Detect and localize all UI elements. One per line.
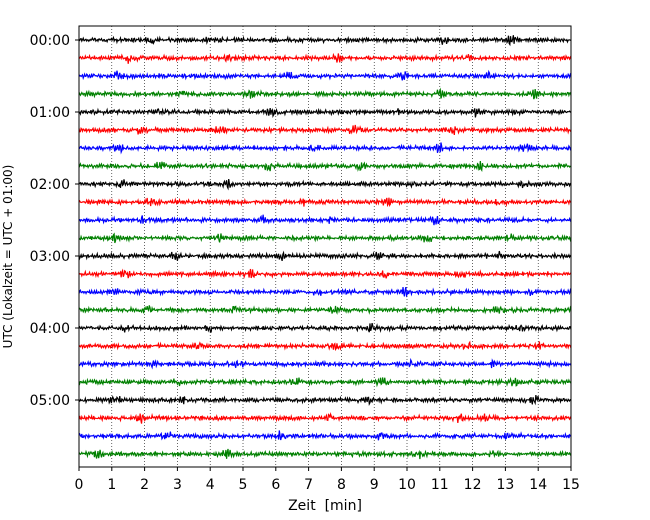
x-tick-label: 6 (271, 477, 280, 493)
y-tick-label: 04:00 (30, 321, 70, 337)
trace-0345 (78, 305, 572, 315)
trace-0330 (78, 286, 572, 298)
trace-0130 (78, 142, 572, 155)
x-axis-label: Zeit [min] (288, 498, 362, 514)
x-tick-label: 13 (496, 477, 514, 493)
x-tick-label: 5 (239, 477, 248, 493)
x-tick-label: 2 (140, 477, 149, 493)
trace-0415 (78, 340, 572, 352)
trace-0000 (78, 35, 572, 47)
plot-frame (78, 25, 572, 468)
trace-0500 (78, 394, 572, 406)
trace-0445 (78, 376, 572, 388)
x-tick-label: 11 (431, 477, 449, 493)
trace-layer (78, 35, 572, 460)
x-tick-label: 9 (370, 477, 379, 493)
trace-0100 (78, 107, 572, 118)
trace-0515 (78, 412, 572, 424)
x-tick-label: 4 (206, 477, 215, 493)
y-axis-label: UTC (Lokalzeit = UTC + 01:00) (1, 165, 15, 349)
y-tick-label: 00:00 (30, 33, 70, 49)
trace-0430 (78, 357, 572, 370)
x-tick-label: 15 (562, 477, 580, 493)
x-axis-ticks: 0 1 2 3 4 5 6 7 8 9 10 11 12 13 14 15 (75, 467, 580, 493)
x-tick-label: 7 (304, 477, 313, 493)
y-tick-label: 02:00 (30, 177, 70, 193)
trace-0215 (78, 197, 572, 208)
trace-0045 (78, 87, 572, 100)
x-tick-label: 10 (398, 477, 416, 493)
trace-0300 (78, 250, 572, 262)
trace-0400 (78, 322, 572, 333)
x-tick-label: 12 (464, 477, 482, 493)
y-axis-ticks: 00:00 01:00 02:00 03:00 04:00 05:00 (30, 33, 79, 409)
trace-0530 (78, 430, 572, 441)
trace-0200 (78, 178, 572, 191)
x-tick-label: 14 (529, 477, 547, 493)
x-tick-label: 8 (337, 477, 346, 493)
trace-0545 (78, 448, 572, 460)
trace-0115 (78, 124, 572, 136)
x-tick-label: 3 (173, 477, 182, 493)
y-tick-label: 05:00 (30, 393, 70, 409)
y-tick-label: 01:00 (30, 105, 70, 121)
x-tick-label: 1 (107, 477, 116, 493)
y-tick-label: 03:00 (30, 249, 70, 265)
trace-0230 (78, 214, 572, 226)
trace-0315 (78, 268, 572, 280)
trace-0145 (78, 161, 572, 172)
x-tick-label: 0 (75, 477, 84, 493)
trace-0030 (78, 69, 572, 81)
trace-0245 (78, 232, 572, 244)
trace-0015 (78, 52, 572, 64)
